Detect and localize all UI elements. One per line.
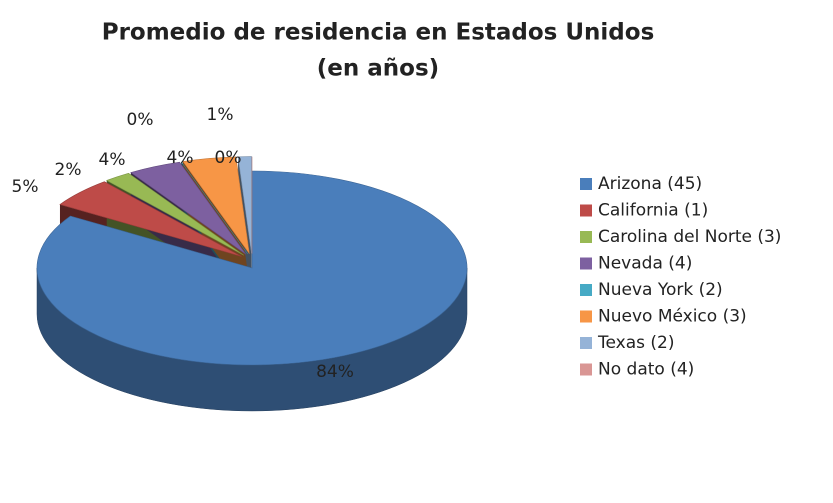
legend-swatch bbox=[580, 310, 592, 323]
legend-label: Nuevo México (3) bbox=[598, 307, 747, 327]
legend-label: California (1) bbox=[598, 201, 708, 221]
pie-slice bbox=[106, 172, 244, 256]
chart-title: Promedio de residencia en Estados Unidos bbox=[102, 20, 655, 46]
legend-swatch bbox=[580, 284, 592, 296]
data-label: 4% bbox=[99, 150, 126, 170]
legend-swatch bbox=[580, 337, 592, 349]
data-label: 2% bbox=[55, 160, 82, 180]
legend-label: No dato (4) bbox=[598, 360, 694, 380]
pie-slice bbox=[237, 156, 252, 254]
legend-label: Carolina del Norte (3) bbox=[598, 227, 781, 247]
legend-swatch bbox=[580, 204, 592, 217]
data-label: 1% bbox=[207, 105, 234, 125]
pie-slice bbox=[59, 181, 242, 257]
pie-slice bbox=[130, 161, 247, 255]
legend-label: Texas (2) bbox=[597, 333, 674, 353]
data-label: 5% bbox=[12, 177, 39, 197]
legend-label: Nevada (4) bbox=[598, 254, 692, 274]
chart-subtitle: (en años) bbox=[317, 56, 439, 82]
legend-label: Nueva York (2) bbox=[598, 280, 723, 300]
legend-label: Arizona (45) bbox=[598, 174, 702, 194]
pie-slice bbox=[36, 170, 468, 366]
pie-slice bbox=[182, 156, 250, 254]
data-label: 0% bbox=[127, 110, 154, 130]
legend-swatch bbox=[580, 257, 592, 270]
data-label: 0% bbox=[215, 148, 242, 168]
legend-swatch bbox=[580, 231, 592, 243]
data-label: 84% bbox=[316, 362, 354, 382]
pie-slice bbox=[180, 161, 248, 255]
data-label: 4% bbox=[167, 148, 194, 168]
legend-swatch bbox=[580, 363, 592, 376]
legend-swatch bbox=[580, 178, 592, 190]
